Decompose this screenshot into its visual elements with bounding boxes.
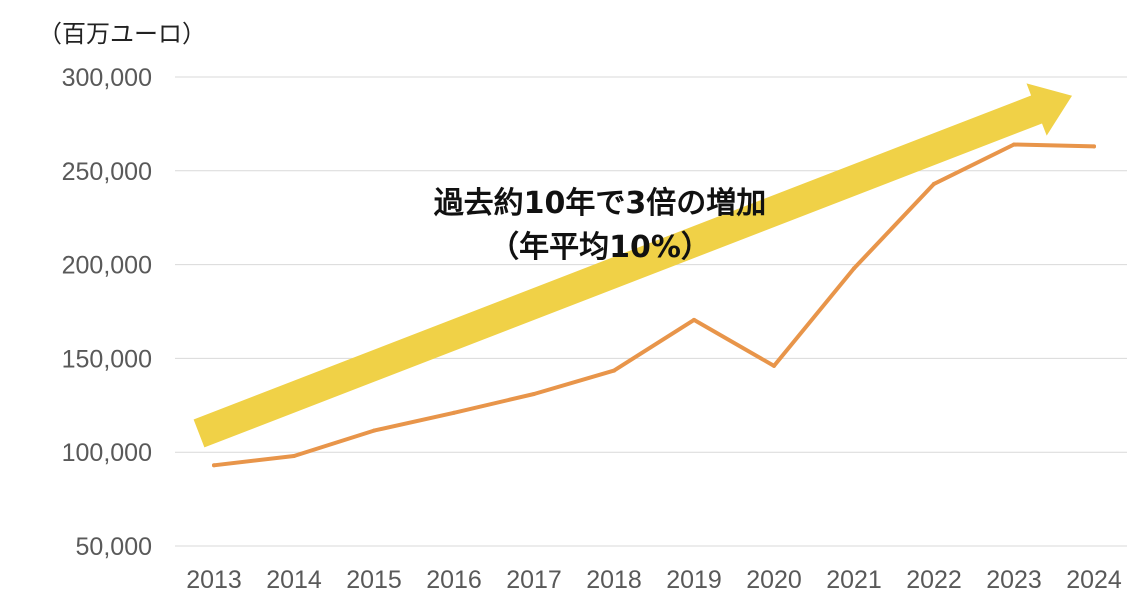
data-point [532,392,536,396]
data-point [292,454,296,458]
x-axis-ticks: 2013 2014 2015 2016 2017 2018 2019 2020 2021 2022… [186,566,1122,594]
x-tick-label: 2019 [666,566,722,594]
grid-lines [175,76,1127,547]
annotation-line-2: （年平均10%） [489,230,711,265]
y-tick-label: 50,000 [76,533,152,561]
x-tick-label: 2016 [426,566,482,594]
x-tick-label: 2013 [186,566,242,594]
y-tick-label: 300,000 [62,64,152,92]
x-tick-label: 2021 [826,566,882,594]
data-point [1092,144,1096,149]
data-point [212,463,216,468]
data-point [692,317,696,322]
series-group [212,142,1096,468]
x-tick-label: 2024 [1066,566,1122,594]
x-tick-label: 2018 [586,566,642,594]
annotation-line-1: 過去約10年で3倍の増加 [434,186,767,221]
data-point [1012,142,1016,147]
x-tick-label: 2015 [346,566,402,594]
data-point [452,410,456,415]
x-tick-label: 2014 [266,566,322,594]
data-point [852,266,856,271]
unit-label: （百万ユーロ） [38,20,206,48]
x-tick-label: 2022 [906,566,962,594]
data-point [932,181,936,186]
series-line [212,142,1096,468]
trend-arrow-group [193,83,1073,448]
y-tick-label: 150,000 [62,345,152,373]
y-tick-label: 200,000 [62,252,152,280]
y-axis-ticks: 50,000 100,000 150,000 200,000 250,000 300,00… [62,64,152,561]
data-point [612,368,616,373]
data-point [372,428,376,433]
y-tick-label: 250,000 [62,158,152,186]
x-tick-label: 2020 [746,566,802,594]
data-point [772,363,776,368]
y-tick-label: 100,000 [62,439,152,467]
x-tick-label: 2023 [986,566,1042,594]
x-tick-label: 2017 [506,566,562,594]
trend-arrow [193,83,1073,448]
